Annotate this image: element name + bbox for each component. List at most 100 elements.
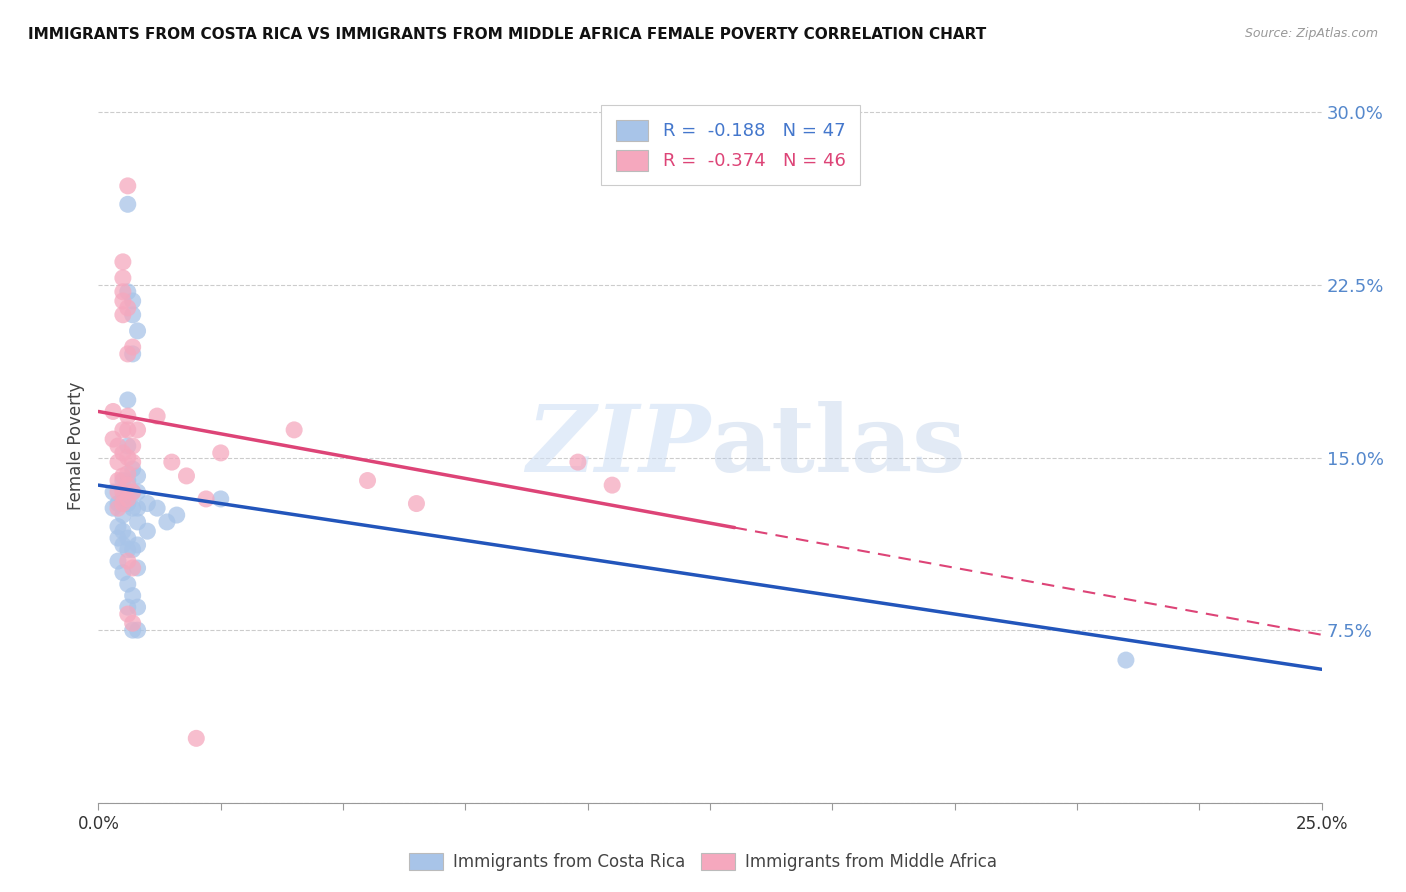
Point <box>111 271 134 285</box>
Point <box>107 554 129 568</box>
Point <box>127 501 149 516</box>
Text: IMMIGRANTS FROM COSTA RICA VS IMMIGRANTS FROM MIDDLE AFRICA FEMALE POVERTY CORRE: IMMIGRANTS FROM COSTA RICA VS IMMIGRANTS… <box>28 27 987 42</box>
Point <box>136 524 159 538</box>
Point <box>121 623 143 637</box>
Point <box>121 455 143 469</box>
Point <box>121 347 143 361</box>
Point <box>127 561 149 575</box>
Point <box>209 446 232 460</box>
Point <box>127 324 149 338</box>
Point <box>117 392 139 407</box>
Point <box>117 467 139 481</box>
Point <box>111 485 134 500</box>
Point <box>127 515 149 529</box>
Point <box>160 455 183 469</box>
Point <box>117 285 139 299</box>
Point <box>121 485 143 500</box>
Point <box>186 731 208 746</box>
Point <box>117 491 139 506</box>
Point <box>121 308 143 322</box>
Point <box>117 347 139 361</box>
Point <box>117 178 139 193</box>
Point <box>117 600 139 615</box>
Point <box>121 439 143 453</box>
Point <box>117 301 139 315</box>
Point <box>121 589 143 603</box>
Point <box>107 531 129 545</box>
Point <box>111 491 134 506</box>
Point <box>127 623 149 637</box>
Point <box>356 474 378 488</box>
Point <box>117 607 139 621</box>
Point <box>107 455 129 469</box>
Point <box>146 409 169 423</box>
Point <box>117 577 139 591</box>
Point <box>107 474 129 488</box>
Point <box>121 616 143 631</box>
Point <box>101 432 124 446</box>
Point <box>117 542 139 557</box>
Point <box>111 497 134 511</box>
Point <box>121 501 143 516</box>
Text: Source: ZipAtlas.com: Source: ZipAtlas.com <box>1244 27 1378 40</box>
Point <box>107 497 129 511</box>
Point <box>1115 653 1137 667</box>
Point <box>121 542 143 557</box>
Point <box>166 508 188 522</box>
Point <box>567 455 589 469</box>
Text: ZIP: ZIP <box>526 401 710 491</box>
Point <box>111 474 134 488</box>
Point <box>111 285 134 299</box>
Point <box>101 404 124 418</box>
Point <box>156 515 179 529</box>
Legend: R =  -0.188   N = 47, R =  -0.374   N = 46: R = -0.188 N = 47, R = -0.374 N = 46 <box>602 105 860 185</box>
Point <box>107 501 129 516</box>
Point <box>127 485 149 500</box>
Point <box>121 561 143 575</box>
Point <box>101 485 124 500</box>
Point <box>127 423 149 437</box>
Point <box>117 474 139 488</box>
Point <box>111 524 134 538</box>
Point <box>107 439 129 453</box>
Point <box>127 538 149 552</box>
Point <box>107 485 129 500</box>
Point <box>600 478 623 492</box>
Point <box>111 293 134 308</box>
Text: atlas: atlas <box>710 401 966 491</box>
Point <box>117 423 139 437</box>
Point <box>111 446 134 460</box>
Point <box>195 491 218 506</box>
Point <box>121 340 143 354</box>
Point <box>111 469 134 483</box>
Point <box>127 600 149 615</box>
Point <box>117 554 139 568</box>
Point <box>111 423 134 437</box>
Y-axis label: Female Poverty: Female Poverty <box>67 382 86 510</box>
Point <box>111 255 134 269</box>
Point <box>136 497 159 511</box>
Point <box>117 409 139 423</box>
Point <box>405 497 427 511</box>
Point <box>117 439 139 453</box>
Point <box>127 469 149 483</box>
Legend: Immigrants from Costa Rica, Immigrants from Middle Africa: Immigrants from Costa Rica, Immigrants f… <box>401 845 1005 880</box>
Point <box>117 497 139 511</box>
Point <box>107 519 129 533</box>
Point <box>283 423 305 437</box>
Point <box>111 566 134 580</box>
Point <box>121 485 143 500</box>
Point <box>117 478 139 492</box>
Point <box>111 538 134 552</box>
Point <box>101 501 124 516</box>
Point <box>117 450 139 465</box>
Point <box>111 308 134 322</box>
Point <box>121 462 143 476</box>
Point <box>209 491 232 506</box>
Point <box>111 508 134 522</box>
Point <box>117 197 139 211</box>
Point <box>117 531 139 545</box>
Point <box>146 501 169 516</box>
Point <box>121 293 143 308</box>
Point <box>176 469 198 483</box>
